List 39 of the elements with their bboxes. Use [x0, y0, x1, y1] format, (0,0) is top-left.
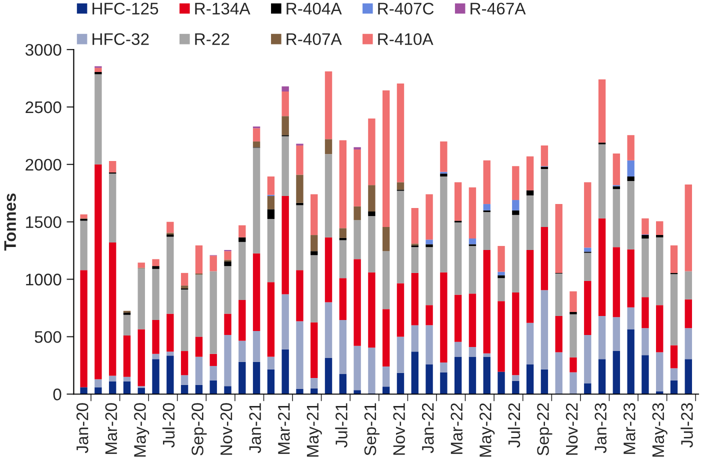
y-axis-title: Tonnes — [4, 194, 16, 251]
x-tick-label: Jan-22 — [422, 403, 434, 454]
legend-label: HFC-32 — [92, 33, 149, 46]
y-tick-label: 2000 — [26, 158, 62, 171]
x-tick-label: May-23 — [652, 403, 668, 457]
legend-label: R-410A — [378, 33, 434, 46]
legend-label: R-467A — [470, 2, 526, 15]
y-tick-label: 1500 — [26, 216, 62, 228]
y-tick-label: 0 — [53, 388, 62, 400]
x-tick-label: Jul-21 — [335, 403, 348, 448]
x-tick-label: Jan-20 — [76, 403, 88, 454]
x-tick-label: Jan-23 — [594, 403, 607, 454]
x-tick-label: Sep-21 — [364, 403, 380, 456]
x-tick-label: May-20 — [134, 403, 150, 457]
x-tick-label: Nov-22 — [566, 403, 578, 455]
x-tick-label: Nov-21 — [393, 403, 405, 455]
y-tick-label: 3000 — [25, 44, 62, 56]
legend-label: R-407A — [286, 33, 342, 46]
x-tick-label: Mar-22 — [450, 403, 463, 454]
legend-label: R-134A — [195, 2, 250, 15]
x-tick-label: Mar-23 — [624, 403, 636, 454]
y-tick-label: 500 — [34, 331, 62, 343]
legend-label: R-404A — [286, 2, 342, 15]
y-tick-label: 2500 — [26, 101, 62, 114]
x-tick-label: Mar-21 — [278, 403, 290, 454]
x-tick-label: Jul-20 — [162, 403, 175, 448]
x-tick-label: Sep-22 — [537, 403, 552, 456]
x-tick-label: Jan-21 — [249, 403, 262, 454]
legend-label: R-407C — [378, 2, 434, 15]
legend-label: R-22 — [195, 33, 230, 45]
x-tick-label: May-22 — [480, 403, 495, 457]
x-tick-label: Mar-20 — [105, 403, 118, 454]
x-tick-label: Jul-23 — [680, 403, 693, 448]
x-tick-label: Jul-22 — [508, 403, 520, 448]
x-tick-label: May-21 — [306, 403, 322, 457]
y-tick-label: 1000 — [26, 274, 62, 286]
x-tick-label: Sep-20 — [192, 403, 207, 456]
legend-label: HFC-125 — [92, 2, 158, 15]
x-tick-label: Nov-20 — [220, 403, 232, 455]
